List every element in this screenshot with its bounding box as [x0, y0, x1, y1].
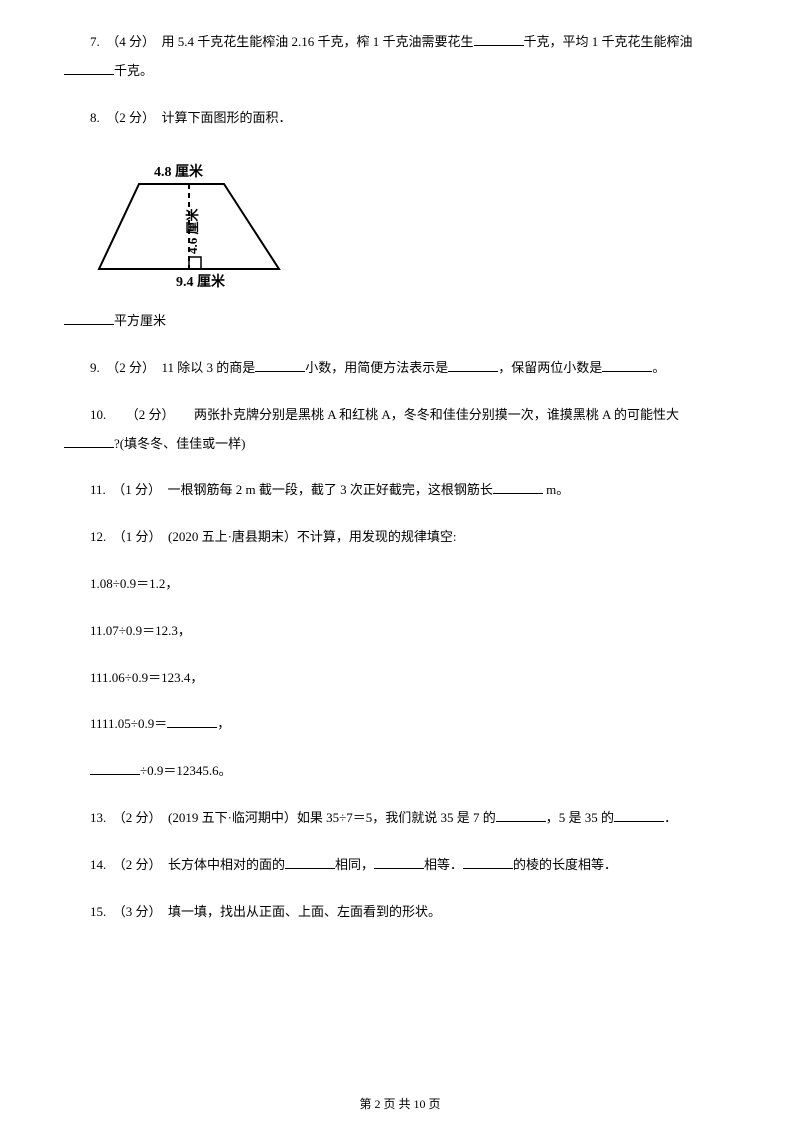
blank [285, 856, 335, 869]
q7-text-b: 千克，平均 1 千克花生能榨油 [524, 34, 693, 49]
q14-text-c: 相等． [424, 857, 463, 872]
q12-eq3: 111.06÷0.9＝123.4， [64, 668, 736, 689]
q13-text-a: 13. （2 分） (2019 五下·临河期中）如果 35÷7＝5，我们就说 3… [90, 810, 496, 825]
q13-text-c: ． [664, 810, 677, 825]
q7-text-a: 7. （4 分） 用 5.4 千克花生能榨油 2.16 千克，榨 1 千克油需要… [90, 34, 474, 49]
q12-eq2: 11.07÷0.9＝12.3， [64, 621, 736, 642]
q15-text: 15. （3 分） 填一填，找出从正面、上面、左面看到的形状。 [90, 904, 441, 919]
question-9: 9. （2 分） 11 除以 3 的商是 小数，用简便方法表示是 ，保留两位小数是 。 [64, 358, 736, 379]
question-15: 15. （3 分） 填一填，找出从正面、上面、左面看到的形状。 [64, 902, 736, 923]
q9-text-c: ，保留两位小数是 [498, 360, 602, 375]
height-label: 4.6 厘米 [185, 208, 200, 255]
q12-eq5: ÷0.9＝12345.6。 [64, 761, 736, 782]
q11-text-a: 11. （1 分） 一根钢筋每 2 m 截一段，截了 3 次正好截完，这根钢筋长 [90, 482, 493, 497]
q7-line2: 千克。 [64, 61, 736, 82]
q11-text-b: m。 [543, 482, 569, 497]
q14-text-d: 的棱的长度相等． [513, 857, 617, 872]
q8-answer-line: 平方厘米 [64, 311, 736, 332]
q12-text: 12. （1 分） (2020 五上·唐县期末）不计算，用发现的规律填空: [90, 529, 457, 544]
blank [64, 312, 114, 325]
question-11: 11. （1 分） 一根钢筋每 2 m 截一段，截了 3 次正好截完，这根钢筋长… [64, 480, 736, 501]
eq2-text: 11.07÷0.9＝12.3， [90, 623, 191, 638]
blank [90, 762, 140, 775]
question-14: 14. （2 分） 长方体中相对的面的 相同， 相等． 的棱的长度相等． [64, 855, 736, 876]
right-angle-marker [189, 257, 201, 269]
question-10: 10. （2 分） 两张扑克牌分别是黑桃 A 和红桃 A，冬冬和佳佳分别摸一次，… [64, 405, 736, 426]
blank [255, 359, 305, 372]
trapezoid-svg: 4.8 厘米 4.6 厘米 9.4 厘米 [94, 154, 294, 294]
blank [64, 435, 114, 448]
blank [602, 359, 652, 372]
q9-text-b: 小数，用简便方法表示是 [305, 360, 448, 375]
eq3-text: 111.06÷0.9＝123.4， [90, 670, 203, 685]
trapezoid-figure: 4.8 厘米 4.6 厘米 9.4 厘米 [94, 154, 736, 301]
blank [64, 62, 114, 75]
q14-text-a: 14. （2 分） 长方体中相对的面的 [90, 857, 285, 872]
q12-eq1: 1.08÷0.9＝1.2， [64, 574, 736, 595]
q9-text-a: 9. （2 分） 11 除以 3 的商是 [90, 360, 255, 375]
q13-text-b: ，5 是 35 的 [546, 810, 614, 825]
eq4-a: 1111.05÷0.9＝ [90, 716, 167, 731]
q10-line2: ?(填冬冬、佳佳或一样) [64, 434, 736, 455]
eq1-text: 1.08÷0.9＝1.2， [90, 576, 178, 591]
question-7: 7. （4 分） 用 5.4 千克花生能榨油 2.16 千克，榨 1 千克油需要… [64, 32, 736, 53]
blank [463, 856, 513, 869]
blank [614, 809, 664, 822]
page-number: 第 2 页 共 10 页 [359, 1097, 440, 1111]
eq5-b: ÷0.9＝12345.6。 [140, 763, 232, 778]
q10-text-b: ?(填冬冬、佳佳或一样) [114, 436, 245, 451]
q8-unit: 平方厘米 [114, 313, 166, 328]
blank [474, 33, 524, 46]
blank [496, 809, 546, 822]
q8-text: 8. （2 分） 计算下面图形的面积． [90, 110, 292, 125]
question-12: 12. （1 分） (2020 五上·唐县期末）不计算，用发现的规律填空: [64, 527, 736, 548]
eq4-b: ， [217, 716, 230, 731]
page-footer: 第 2 页 共 10 页 [0, 1095, 800, 1114]
q9-text-d: 。 [652, 360, 665, 375]
q7-text-c: 千克。 [114, 63, 153, 78]
blank [448, 359, 498, 372]
q14-text-b: 相同， [335, 857, 374, 872]
blank [493, 481, 543, 494]
top-label: 4.8 厘米 [154, 163, 204, 180]
blank [167, 715, 217, 728]
q10-text-a: 10. （2 分） 两张扑克牌分别是黑桃 A 和红桃 A，冬冬和佳佳分别摸一次，… [90, 407, 679, 422]
question-13: 13. （2 分） (2019 五下·临河期中）如果 35÷7＝5，我们就说 3… [64, 808, 736, 829]
q12-eq4: 1111.05÷0.9＝ ， [64, 714, 736, 735]
bottom-label: 9.4 厘米 [176, 273, 226, 290]
question-8: 8. （2 分） 计算下面图形的面积． [64, 108, 736, 129]
blank [374, 856, 424, 869]
